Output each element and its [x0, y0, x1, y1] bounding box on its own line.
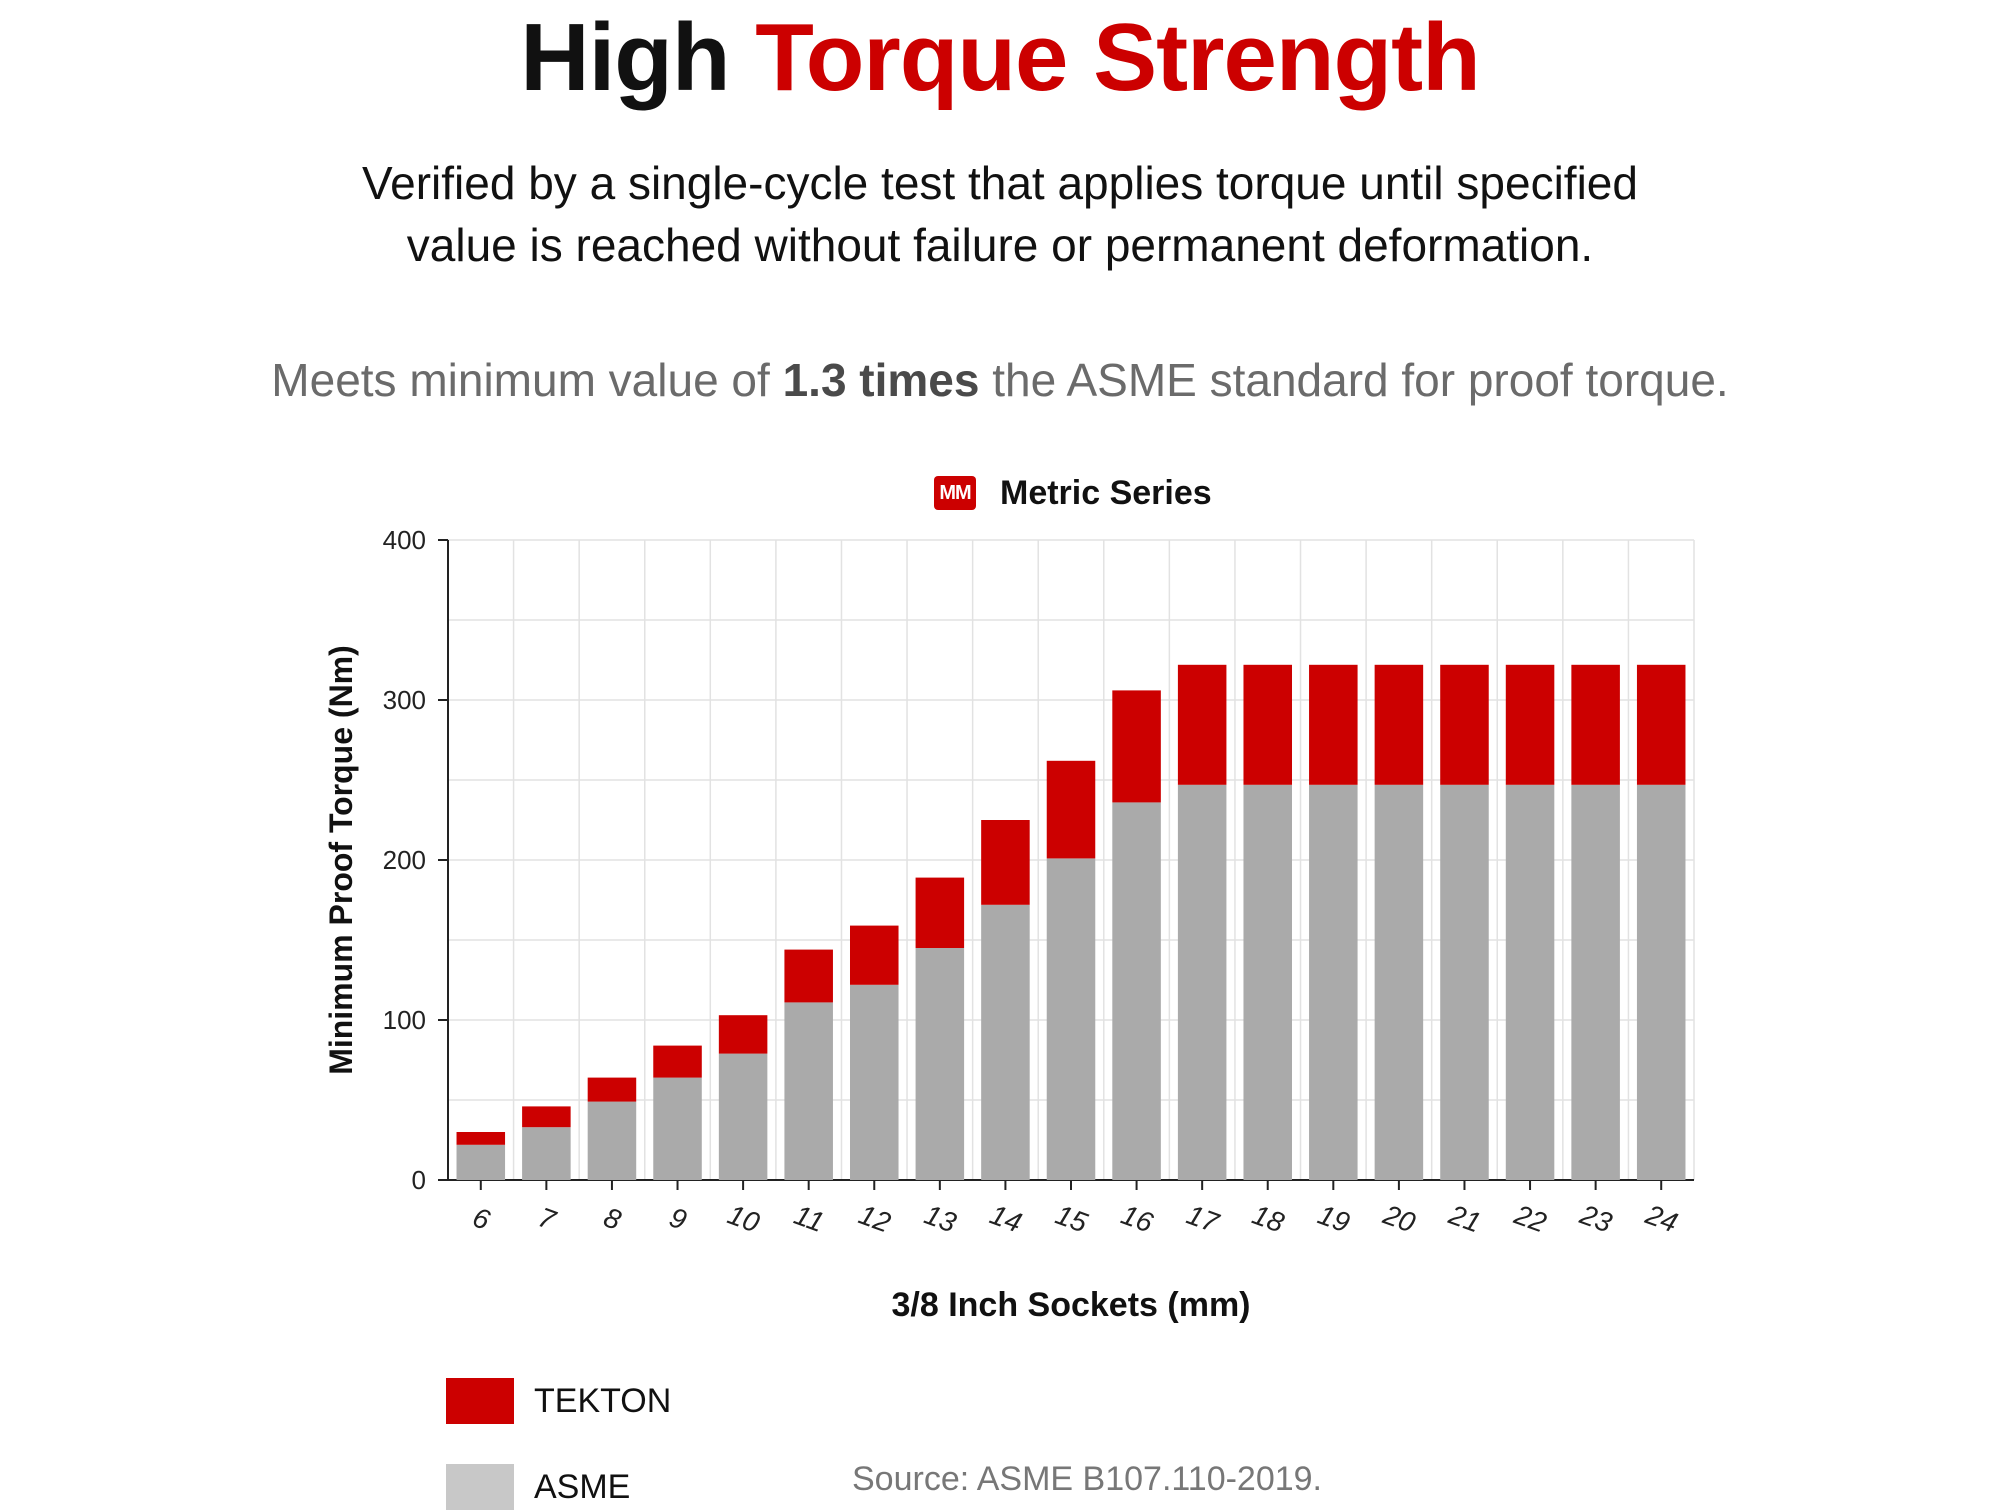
- chart-title: Metric Series: [1000, 474, 1212, 512]
- bar-tekton-24: [1636, 664, 1686, 785]
- bar-asme-18: [1243, 784, 1293, 1180]
- bar-asme-7: [522, 1127, 571, 1180]
- x-tick-label-22: 22: [1510, 1198, 1551, 1238]
- x-tick-label-20: 20: [1379, 1198, 1420, 1238]
- bar-tekton-21: [1440, 664, 1489, 785]
- bar-tekton-10: [718, 1015, 768, 1054]
- bar-tekton-22: [1505, 664, 1555, 785]
- bar-tekton-11: [784, 949, 833, 1003]
- x-tick-label-23: 23: [1575, 1198, 1616, 1238]
- y-axis-title: Minimum Proof Torque (Nm): [323, 645, 359, 1075]
- bar-asme-19: [1309, 784, 1358, 1180]
- legend-swatch-asme: [446, 1464, 514, 1510]
- bar-tekton-18: [1243, 664, 1293, 785]
- page-title: High Torque Strength: [0, 0, 2000, 116]
- bar-asme-15: [1046, 858, 1096, 1180]
- meets-text-post: the ASME standard for proof torque.: [992, 354, 1729, 406]
- legend-label-tekton: TEKTON: [534, 1382, 672, 1420]
- source-note: Source: ASME B107.110-2019.: [852, 1460, 1323, 1498]
- bar-tekton-17: [1177, 664, 1227, 785]
- bar-tekton-6: [456, 1132, 506, 1145]
- x-tick-label-11: 11: [790, 1199, 828, 1238]
- bar-tekton-13: [915, 877, 965, 948]
- metric-badge-label: MM: [939, 482, 971, 504]
- x-tick-label-15: 15: [1052, 1199, 1092, 1239]
- x-tick-label-18: 18: [1248, 1199, 1288, 1239]
- legend-label-asme: ASME: [534, 1468, 631, 1506]
- bar-asme-13: [915, 948, 965, 1180]
- y-tick-label: 300: [383, 685, 426, 715]
- bar-asme-17: [1177, 784, 1227, 1180]
- bar-tekton-8: [587, 1077, 637, 1102]
- title-part-red: Torque Strength: [755, 4, 1480, 111]
- x-tick-label-19: 19: [1314, 1199, 1354, 1239]
- meets-text-pre: Meets minimum value of: [271, 354, 770, 406]
- x-tick-label-17: 17: [1183, 1199, 1224, 1239]
- bar-tekton-20: [1374, 664, 1424, 785]
- y-tick-label: 100: [383, 1005, 426, 1035]
- description-line-1: Verified by a single-cycle test that app…: [362, 157, 1638, 209]
- y-tick-label: 400: [383, 525, 426, 555]
- y-tick-label: 0: [412, 1165, 426, 1195]
- description: Verified by a single-cycle test that app…: [0, 152, 2000, 276]
- bar-tekton-9: [653, 1045, 702, 1078]
- bar-asme-6: [456, 1144, 506, 1180]
- bar-tekton-12: [849, 925, 899, 985]
- meets-standard-text: Meets minimum value of 1.3 times the ASM…: [0, 350, 2000, 410]
- bar-asme-16: [1112, 802, 1161, 1180]
- metric-badge-icon: MM: [934, 476, 976, 510]
- bar-asme-23: [1571, 784, 1620, 1180]
- bar-asme-14: [981, 904, 1030, 1180]
- x-tick-label-7: 7: [534, 1201, 561, 1236]
- bar-tekton-15: [1046, 760, 1096, 859]
- bar-asme-21: [1440, 784, 1489, 1180]
- x-tick-label-12: 12: [855, 1199, 895, 1239]
- title-part-black: High: [520, 4, 730, 111]
- bar-asme-24: [1636, 784, 1686, 1180]
- bar-asme-9: [653, 1077, 702, 1180]
- bar-asme-20: [1374, 784, 1424, 1180]
- x-tick-label-16: 16: [1117, 1199, 1157, 1239]
- x-axis-title: 3/8 Inch Sockets (mm): [891, 1286, 1250, 1324]
- bar-asme-8: [587, 1101, 637, 1180]
- x-tick-label-13: 13: [920, 1199, 960, 1239]
- bar-asme-11: [784, 1002, 833, 1180]
- meets-text-bold: 1.3 times: [782, 354, 980, 406]
- bar-tekton-23: [1571, 664, 1620, 785]
- x-tick-label-10: 10: [724, 1199, 764, 1239]
- x-tick-label-9: 9: [665, 1201, 690, 1235]
- x-tick-label-6: 6: [469, 1201, 495, 1236]
- bar-tekton-14: [981, 820, 1030, 905]
- x-tick-label-24: 24: [1641, 1198, 1682, 1238]
- bar-tekton-16: [1112, 690, 1161, 803]
- bar-tekton-7: [522, 1106, 571, 1128]
- y-tick-label: 200: [383, 845, 426, 875]
- description-line-2: value is reached without failure or perm…: [406, 219, 1594, 271]
- x-tick-label-14: 14: [986, 1199, 1026, 1239]
- x-tick-label-8: 8: [600, 1201, 626, 1236]
- x-tick-label-21: 21: [1444, 1198, 1485, 1238]
- bar-chart: 0 100 200 300 400 6 7 8 9 10 11 12 13 14 15 16 17 18 19 20 2…: [323, 525, 1695, 1324]
- bar-asme-10: [718, 1053, 768, 1180]
- bar-asme-22: [1505, 784, 1555, 1180]
- legend-swatch-tekton: [446, 1378, 514, 1424]
- bar-tekton-19: [1309, 664, 1358, 785]
- bar-asme-12: [849, 984, 899, 1180]
